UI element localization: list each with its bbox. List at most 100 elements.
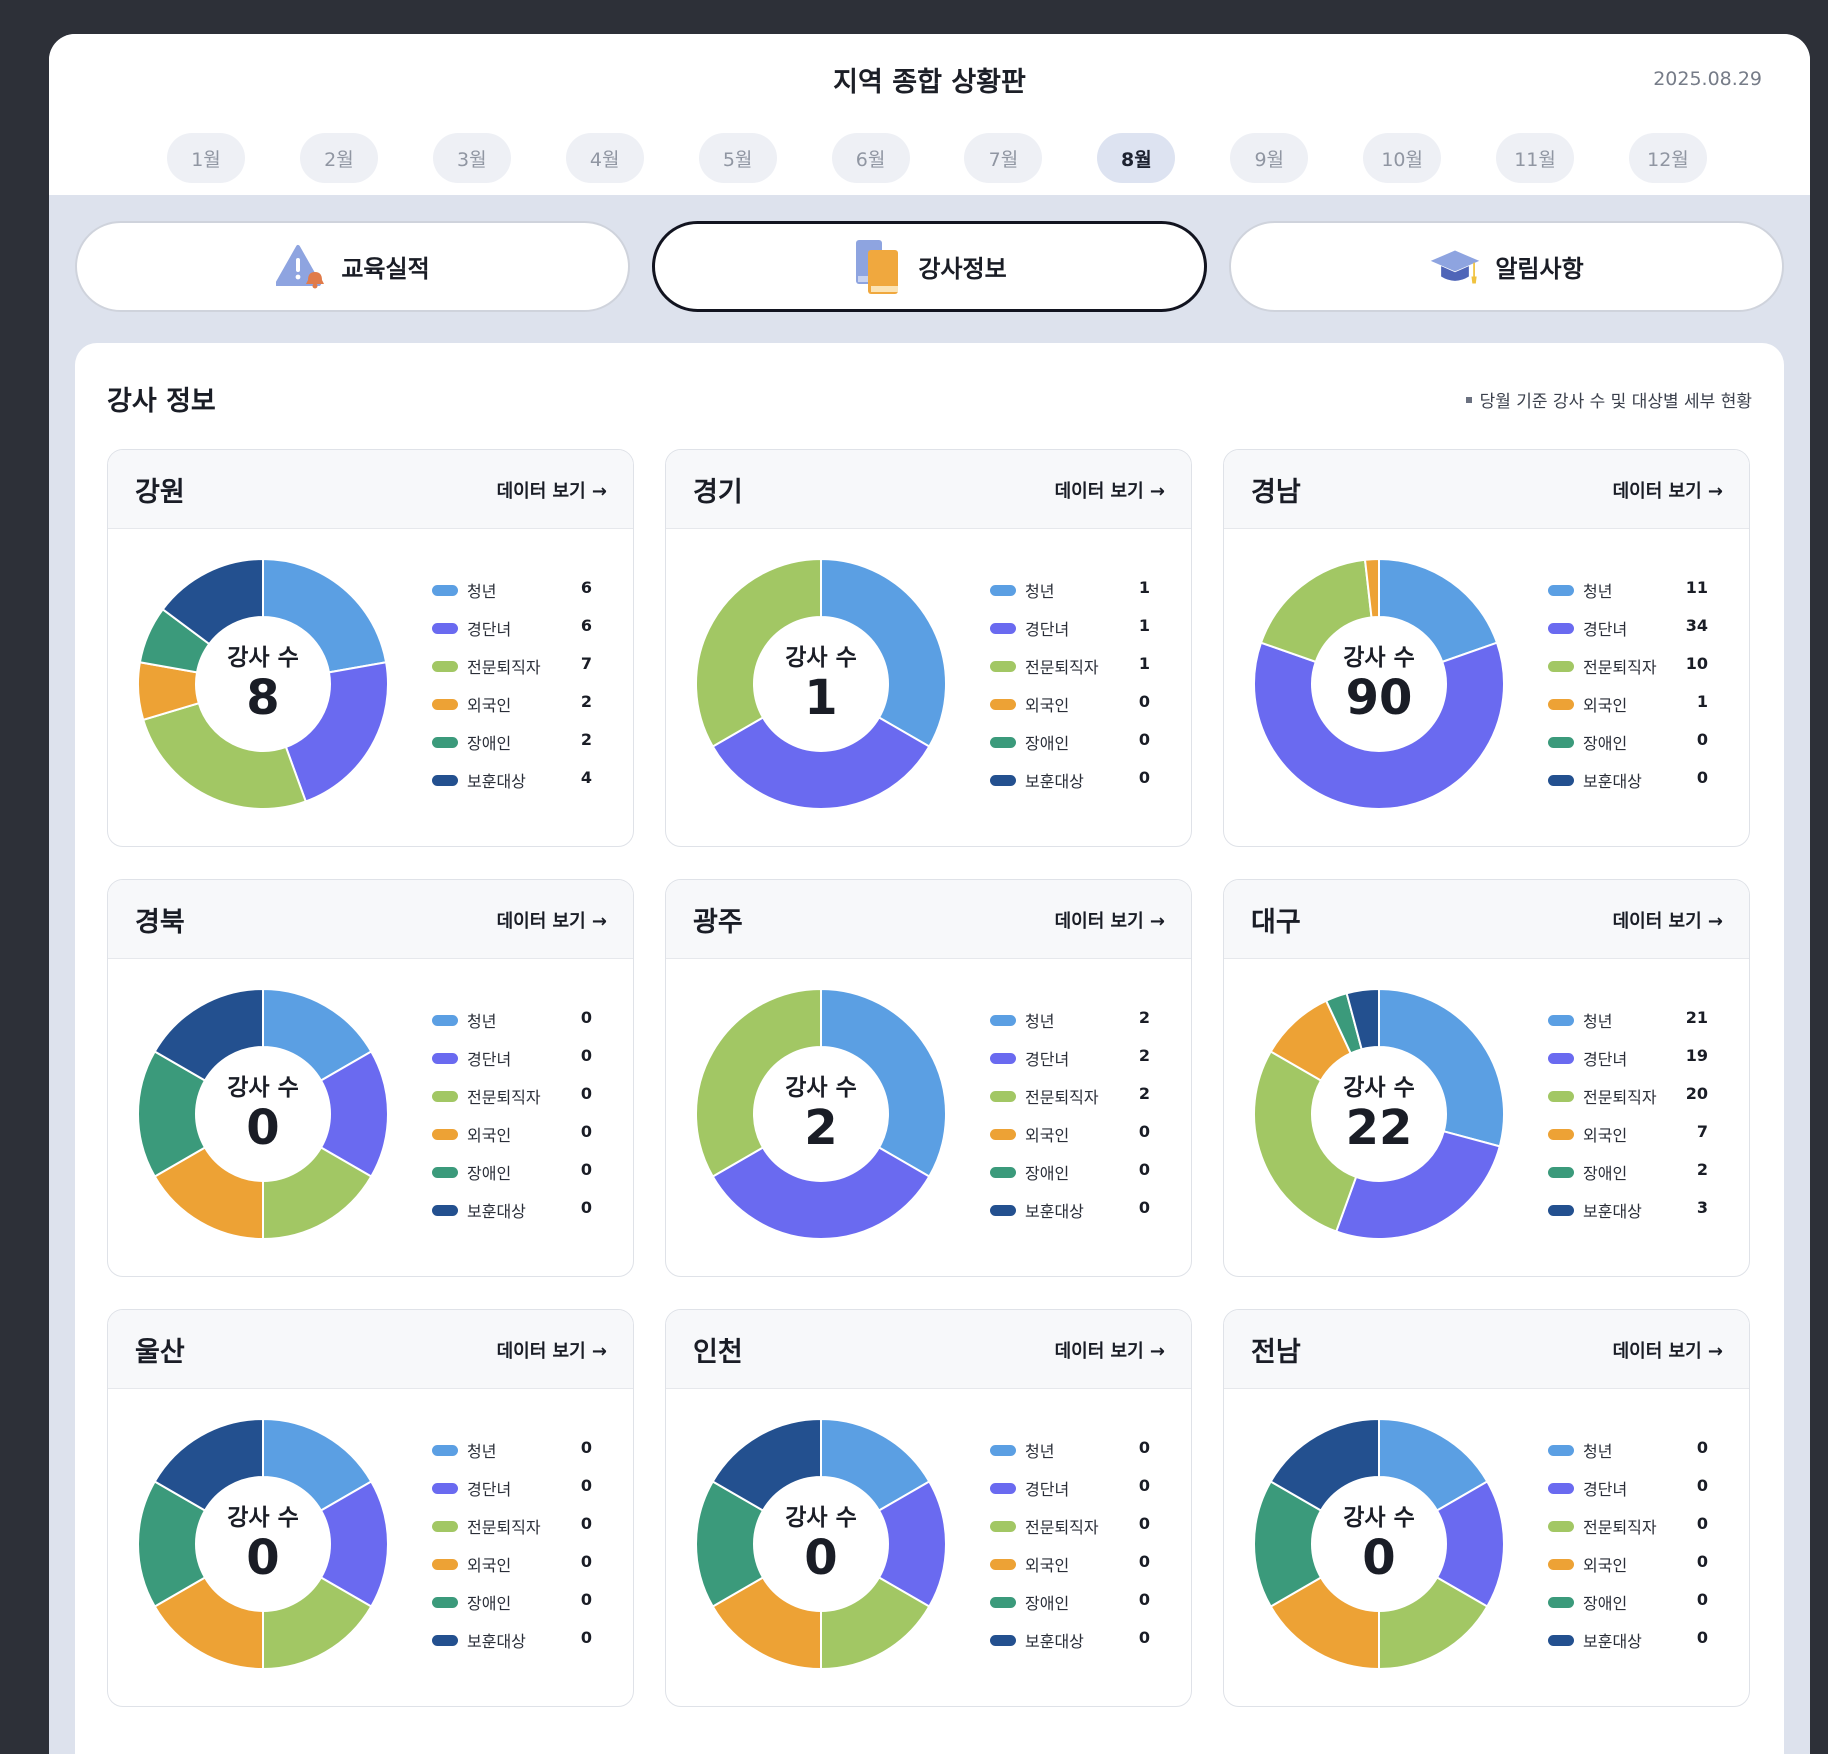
donut-slice-전문퇴직자[interactable] — [1254, 1050, 1358, 1233]
view-data-link[interactable]: 데이터 보기 → — [1612, 1341, 1723, 1362]
view-data-link[interactable]: 데이터 보기 → — [496, 1341, 607, 1362]
legend-item: 보훈대상 3 — [1548, 1198, 1708, 1236]
legend-item: 청년 0 — [990, 1438, 1150, 1476]
donut-slice-보훈대상[interactable] — [711, 1419, 822, 1512]
donut-chart: 강사 수 22 — [1254, 989, 1504, 1239]
month-tab-4[interactable]: 4월 — [565, 133, 644, 183]
tab-notices[interactable]: 알림사항 — [1229, 221, 1784, 312]
legend-swatch — [990, 1015, 1016, 1026]
legend-swatch — [990, 623, 1016, 634]
month-tab-11[interactable]: 11월 — [1496, 133, 1575, 183]
donut-slice-경단녀[interactable] — [711, 1146, 931, 1240]
donut-slice-전문퇴직자[interactable] — [696, 989, 822, 1178]
month-tab-5[interactable]: 5월 — [698, 133, 777, 183]
legend-label: 외국인 — [467, 696, 512, 715]
month-tab-12[interactable]: 12월 — [1628, 133, 1707, 183]
donut-slice-보훈대상[interactable] — [1345, 989, 1380, 1051]
legend-item: 경단녀 19 — [1548, 1046, 1708, 1084]
legend-swatch — [432, 1635, 458, 1646]
legend-value: 0 — [1696, 768, 1708, 787]
donut-slice-전문퇴직자[interactable] — [1259, 559, 1373, 664]
view-data-link[interactable]: 데이터 보기 → — [1612, 481, 1723, 502]
legend-label: 외국인 — [1583, 696, 1628, 715]
legend-swatch — [432, 1559, 458, 1570]
donut-slice-경단녀[interactable] — [711, 716, 931, 810]
legend-value: 19 — [1685, 1046, 1708, 1065]
legend-item: 보훈대상 0 — [990, 768, 1150, 806]
donut-slice-청년[interactable] — [820, 989, 946, 1178]
legend-label: 보훈대상 — [467, 1202, 526, 1221]
donut-slice-청년[interactable] — [262, 559, 388, 674]
region-name: 울산 — [135, 1337, 185, 1368]
donut-slice-외국인[interactable] — [1363, 559, 1380, 619]
legend-value: 4 — [580, 768, 592, 787]
month-tab-2[interactable]: 2월 — [299, 133, 378, 183]
view-data-link[interactable]: 데이터 보기 → — [496, 481, 607, 502]
month-tab-9[interactable]: 9월 — [1230, 133, 1309, 183]
donut-slice-청년[interactable] — [1378, 989, 1504, 1148]
legend-label: 장애인 — [1583, 734, 1628, 753]
donut-slice-청년[interactable] — [1378, 559, 1499, 664]
legend-label: 보훈대상 — [467, 1632, 526, 1651]
legend-value: 1 — [1138, 616, 1150, 635]
month-tab-1[interactable]: 1월 — [167, 133, 245, 183]
legend-swatch — [1548, 585, 1574, 596]
month-tab-6[interactable]: 6월 — [831, 133, 910, 183]
donut-slice-경단녀[interactable] — [1254, 641, 1504, 809]
month-tab-7[interactable]: 7월 — [964, 133, 1043, 183]
legend-label: 외국인 — [1025, 696, 1070, 715]
donut-slice-청년[interactable] — [820, 559, 946, 748]
view-data-link[interactable]: 데이터 보기 → — [1054, 1341, 1165, 1362]
legend-label: 보훈대상 — [1583, 772, 1642, 791]
legend-swatch — [990, 661, 1016, 672]
donut-slice-전문퇴직자[interactable] — [142, 701, 308, 809]
legend-value: 0 — [580, 1046, 592, 1065]
donut-slice-보훈대상[interactable] — [153, 989, 264, 1082]
panel-note-text: 당월 기준 강사 수 및 대상별 세부 현황 — [1479, 392, 1752, 412]
legend-swatch — [990, 1167, 1016, 1178]
donut-slice-전문퇴직자[interactable] — [696, 559, 822, 748]
panel-header: 강사 정보 당월 기준 강사 수 및 대상별 세부 현황 — [107, 379, 1752, 419]
legend-item: 경단녀 1 — [990, 616, 1150, 654]
legend-value: 6 — [580, 578, 592, 597]
legend-label: 전문퇴직자 — [467, 1088, 541, 1107]
legend-item: 보훈대상 0 — [1548, 1628, 1708, 1666]
legend-value: 0 — [1138, 1552, 1150, 1571]
legend-label: 장애인 — [1583, 1164, 1628, 1183]
card-header: 대구 데이터 보기 → — [1224, 880, 1749, 959]
legend-value: 0 — [1138, 768, 1150, 787]
legend-swatch — [432, 1091, 458, 1102]
month-tab-10[interactable]: 10월 — [1363, 133, 1442, 183]
tab-education-results[interactable]: 교육실적 — [75, 221, 630, 312]
tab-instructor-info[interactable]: 강사정보 — [652, 221, 1207, 312]
legend-label: 전문퇴직자 — [467, 658, 541, 677]
legend-swatch — [432, 737, 458, 748]
view-data-link[interactable]: 데이터 보기 → — [496, 911, 607, 932]
donut-slice-보훈대상[interactable] — [153, 1419, 264, 1512]
donut-slice-경단녀[interactable] — [1334, 1130, 1501, 1239]
month-tab-3[interactable]: 3월 — [432, 133, 511, 183]
chart-legend: 청년 2 경단녀 2 전문퇴직자 2 외국인 0 장애인 0 보훈대상 0 — [990, 1008, 1150, 1236]
month-tab-8[interactable]: 8월 — [1097, 133, 1176, 183]
donut-slice-보훈대상[interactable] — [161, 559, 264, 646]
legend-label: 경단녀 — [467, 1050, 512, 1069]
region-card: 경남 데이터 보기 → 강사 수 90 청년 11 경단녀 34 전문퇴직자 10 외국인 1 장애인 0… — [1223, 449, 1750, 847]
legend-swatch — [1548, 623, 1574, 634]
bullet-icon — [1465, 396, 1472, 403]
legend-value: 0 — [1138, 1628, 1150, 1647]
view-data-link[interactable]: 데이터 보기 → — [1054, 911, 1165, 932]
legend-swatch — [432, 623, 458, 634]
view-data-link[interactable]: 데이터 보기 → — [1054, 481, 1165, 502]
donut-slice-보훈대상[interactable] — [1269, 1419, 1380, 1512]
legend-swatch — [432, 1205, 458, 1216]
legend-label: 전문퇴직자 — [1583, 658, 1657, 677]
legend-value: 0 — [580, 1552, 592, 1571]
legend-swatch — [432, 1053, 458, 1064]
view-data-link[interactable]: 데이터 보기 → — [1612, 911, 1723, 932]
donut-slice-경단녀[interactable] — [284, 661, 388, 803]
legend-item: 외국인 0 — [990, 692, 1150, 730]
legend-item: 외국인 2 — [432, 692, 592, 730]
legend-item: 외국인 1 — [1548, 692, 1708, 730]
